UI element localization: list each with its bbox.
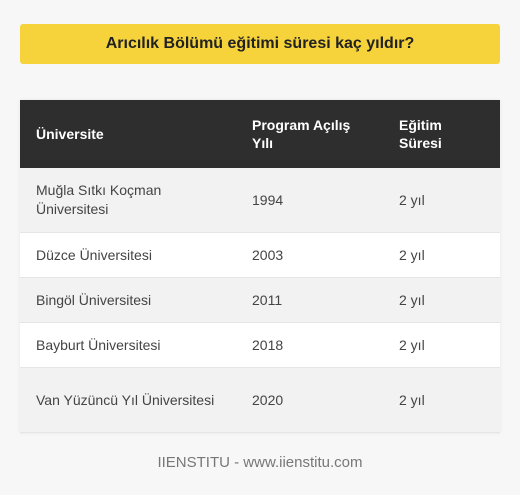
cell-university: Düzce Üniversitesi <box>20 232 236 278</box>
cell-duration: 2 yıl <box>383 168 500 233</box>
duration-table-container: Üniversite Program Açılış Yılı Eğitim Sü… <box>20 100 500 433</box>
table-header-row: Üniversite Program Açılış Yılı Eğitim Sü… <box>20 100 500 168</box>
cell-opening-year: 2011 <box>236 277 383 323</box>
header-opening-year: Program Açılış Yılı <box>236 100 383 168</box>
cell-university: Bayburt Üniversitesi <box>20 322 236 368</box>
table-row: Bayburt Üniversitesi 2018 2 yıl <box>20 322 500 368</box>
table-row: Muğla Sıtkı Koçman Üniversitesi 1994 2 y… <box>20 168 500 233</box>
footer-credit: IIENSTITU - www.iienstitu.com <box>157 454 363 471</box>
cell-university: Bingöl Üniversitesi <box>20 277 236 323</box>
page-title: Arıcılık Bölümü eğitimi süresi kaç yıldı… <box>20 24 500 64</box>
table-row: Düzce Üniversitesi 2003 2 yıl <box>20 232 500 278</box>
cell-opening-year: 2018 <box>236 322 383 368</box>
cell-opening-year: 2020 <box>236 367 383 433</box>
cell-duration: 2 yıl <box>383 367 500 433</box>
cell-university: Van Yüzüncü Yıl Üniversitesi <box>20 367 236 433</box>
cell-opening-year: 1994 <box>236 168 383 233</box>
cell-duration: 2 yıl <box>383 277 500 323</box>
header-duration: Eğitim Süresi <box>383 100 500 168</box>
cell-opening-year: 2003 <box>236 232 383 278</box>
table-row: Bingöl Üniversitesi 2011 2 yıl <box>20 277 500 323</box>
cell-university: Muğla Sıtkı Koçman Üniversitesi <box>20 168 236 233</box>
header-university: Üniversite <box>20 100 236 168</box>
table-row: Van Yüzüncü Yıl Üniversitesi 2020 2 yıl <box>20 367 500 433</box>
cell-duration: 2 yıl <box>383 232 500 278</box>
cell-duration: 2 yıl <box>383 322 500 368</box>
duration-table: Üniversite Program Açılış Yılı Eğitim Sü… <box>20 100 500 433</box>
